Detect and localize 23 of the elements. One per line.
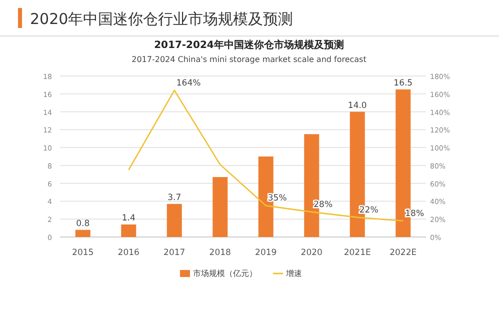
text: 2020年中国迷你仓行业市场规模及预测: [30, 10, 294, 28]
data-label: 0.8: [76, 218, 90, 229]
data-label: 1.4: [122, 213, 136, 224]
legend-label: 增速: [285, 269, 302, 278]
x-tick-label: 2021E: [344, 248, 371, 258]
x-tick-label: 2015: [72, 248, 94, 258]
x-tick-label: 2022E: [390, 248, 417, 258]
bar: [166, 204, 182, 237]
bar: [75, 230, 90, 237]
chart-subtitle: 2017-2024 China's mini storage market scale and forecast: [132, 55, 366, 64]
bar: [212, 177, 228, 237]
chart-title: 2017-2024年中国迷你仓市场规模及预测: [154, 39, 344, 51]
x-tick-label: 2018: [209, 248, 231, 258]
legend-label: 市场规模（亿元）: [193, 269, 257, 278]
data-label: 14.0: [348, 100, 367, 111]
data-label: 164%: [176, 78, 201, 88]
bar: [121, 224, 136, 237]
data-label: 3.7: [168, 192, 182, 203]
x-tick-label: 2017: [164, 248, 186, 258]
data-label: 16.5: [394, 78, 413, 88]
x-tick-label: 2020: [300, 248, 322, 258]
x-tick-label: 2019: [255, 248, 277, 258]
x-tick-label: 2016: [118, 248, 140, 258]
